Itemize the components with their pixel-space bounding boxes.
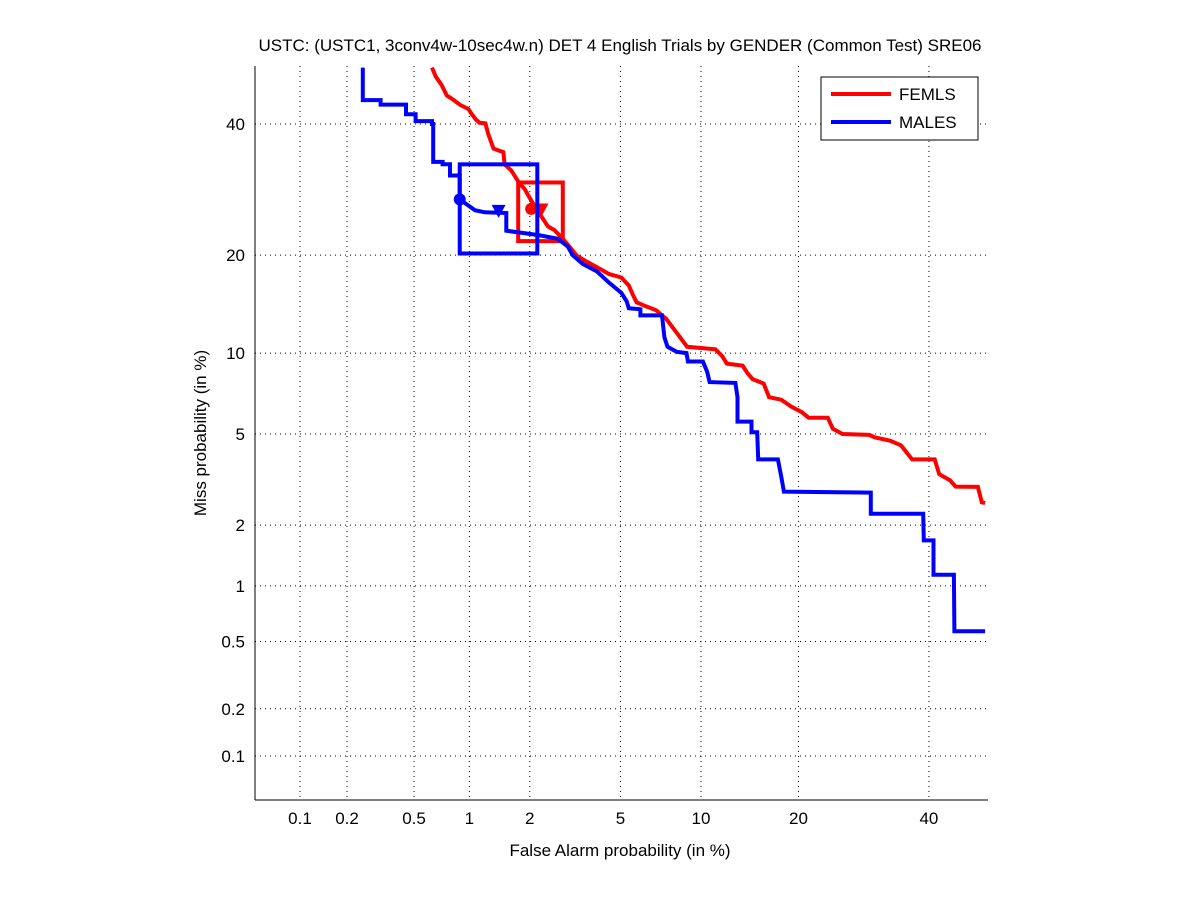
confidence-box-femls xyxy=(516,180,565,244)
confidence-box-males xyxy=(457,162,540,256)
x-tick-label: 0.1 xyxy=(288,809,312,828)
y-tick-label: 0.2 xyxy=(221,700,245,719)
legend: FEMLS MALES xyxy=(820,76,979,141)
x-tick-label: 10 xyxy=(692,809,711,828)
y-tick-labels: 0.1 0.2 0.5 1 2 5 10 20 40 xyxy=(221,115,245,766)
det-curve-males xyxy=(360,67,986,634)
y-tick-label: 0.5 xyxy=(221,632,245,651)
marker-triangle-males xyxy=(491,204,506,218)
x-tick-label: 0.2 xyxy=(335,809,359,828)
marker-circle-femls xyxy=(525,202,538,215)
legend-box xyxy=(820,76,979,141)
x-axis-label: False Alarm probability (in %) xyxy=(509,841,730,860)
legend-label-males: MALES xyxy=(899,113,957,132)
x-tick-label: 1 xyxy=(465,809,474,828)
x-tick-label: 0.5 xyxy=(402,809,426,828)
grid xyxy=(255,66,988,800)
y-axis-label: Miss probability (in %) xyxy=(191,350,210,516)
x-tick-labels: 0.1 0.2 0.5 1 2 5 10 20 40 xyxy=(288,809,938,828)
y-tick-label: 0.1 xyxy=(221,747,245,766)
legend-label-femls: FEMLS xyxy=(899,85,956,104)
x-tick-label: 20 xyxy=(789,809,808,828)
x-tick-label: 5 xyxy=(616,809,625,828)
x-tick-label: 2 xyxy=(525,809,534,828)
y-tick-label: 20 xyxy=(226,246,245,265)
det-curve-femls xyxy=(430,66,986,506)
marker-circle-males xyxy=(453,193,466,206)
y-tick-label: 5 xyxy=(236,425,245,444)
y-tick-label: 1 xyxy=(236,577,245,596)
chart-title: USTC: (USTC1, 3conv4w-10sec4w.n) DET 4 E… xyxy=(258,36,981,55)
y-tick-label: 10 xyxy=(226,344,245,363)
y-tick-label: 40 xyxy=(226,115,245,134)
y-tick-label: 2 xyxy=(236,516,245,535)
x-tick-label: 40 xyxy=(919,809,938,828)
series-layer xyxy=(360,66,986,634)
